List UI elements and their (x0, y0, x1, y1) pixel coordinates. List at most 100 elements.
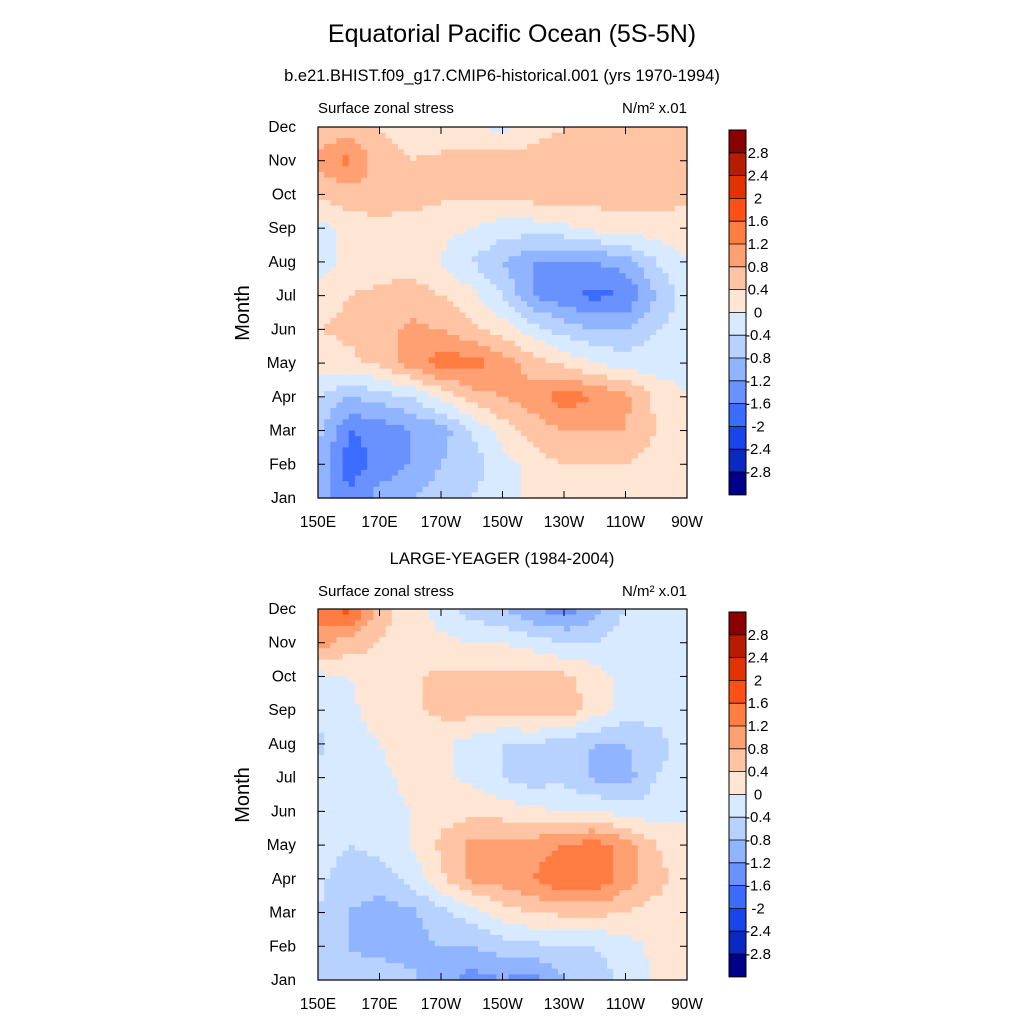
heatmap-cell (533, 228, 540, 235)
heatmap-cell (643, 205, 651, 212)
heatmap-cell (650, 216, 657, 224)
heatmap-cell (619, 216, 627, 224)
heatmap-cell (367, 346, 374, 353)
heatmap-cell (508, 171, 516, 179)
heatmap-cell (662, 642, 670, 649)
heatmap-cell (631, 670, 639, 678)
heatmap-cell (410, 609, 417, 616)
heatmap-cell (533, 653, 540, 661)
heatmap-cell (502, 351, 510, 359)
heatmap-cell (643, 127, 651, 134)
heatmap-cell (557, 391, 565, 398)
heatmap-cell (564, 216, 571, 224)
heatmap-cell (582, 239, 590, 246)
heatmap-cell (502, 250, 510, 257)
heatmap-cell (619, 295, 627, 302)
heatmap-cell (520, 481, 528, 488)
heatmap-cell (527, 351, 534, 359)
heatmap-cell (385, 458, 393, 465)
heatmap-cell (447, 625, 454, 633)
heatmap-cell (668, 312, 676, 319)
heatmap-cell (459, 216, 467, 224)
heatmap-cell (397, 475, 405, 482)
heatmap-cell (410, 391, 417, 398)
heatmap-cell (551, 149, 559, 156)
heatmap-cell (324, 318, 331, 325)
heatmap-cell (416, 306, 424, 314)
heatmap-cell (588, 670, 596, 678)
heatmap-cell (367, 396, 374, 404)
heatmap-cell (600, 665, 608, 672)
heatmap-cell (453, 188, 461, 196)
heatmap-cell (508, 458, 516, 465)
heatmap-cell (385, 233, 393, 241)
heatmap-cell (539, 475, 547, 482)
heatmap-cell (508, 402, 516, 409)
heatmap-cell (453, 183, 461, 190)
heatmap-cell (631, 306, 639, 314)
heatmap-cell (391, 419, 399, 426)
heatmap-cell (330, 436, 338, 443)
heatmap-cell (404, 379, 411, 387)
heatmap-cell (545, 329, 553, 336)
heatmap-cell (625, 447, 633, 454)
heatmap-cell (342, 413, 350, 420)
heatmap-cell (674, 306, 682, 314)
heatmap-cell (643, 334, 651, 342)
heatmap-cell (490, 631, 497, 638)
heatmap-cell (520, 228, 528, 235)
heatmap-cell (330, 413, 338, 420)
heatmap-cell (576, 200, 584, 207)
heatmap-cell (674, 284, 682, 291)
heatmap-cell (607, 312, 614, 319)
heatmap-cell (637, 211, 645, 218)
heatmap-cell (379, 620, 387, 627)
heatmap-cell (594, 486, 602, 493)
heatmap-cell (594, 620, 602, 627)
heatmap-cell (410, 194, 417, 201)
heatmap-cell (367, 250, 374, 257)
heatmap-cell (514, 312, 522, 319)
heatmap-cell (520, 261, 528, 269)
heatmap-cell (520, 453, 528, 460)
heatmap-cell (459, 323, 467, 330)
heatmap-cell (508, 188, 516, 196)
heatmap-cell (545, 194, 553, 201)
heatmap-cell (361, 419, 368, 426)
heatmap-cell (674, 188, 682, 196)
heatmap-cell (428, 256, 436, 263)
heatmap-cell (508, 155, 516, 162)
heatmap-cell (551, 256, 559, 263)
heatmap-cell (551, 160, 559, 167)
heatmap-cell (570, 290, 577, 297)
heatmap-cell (434, 625, 442, 633)
heatmap-cell (465, 323, 473, 330)
heatmap-cell (484, 436, 491, 443)
heatmap-cell (342, 171, 350, 179)
heatmap-cell (582, 424, 590, 432)
heatmap-cell (600, 340, 608, 347)
heatmap-cell (502, 430, 510, 437)
heatmap-cell (441, 363, 448, 370)
heatmap-cell (607, 408, 614, 415)
heatmap-cell (367, 475, 374, 482)
heatmap-cell (484, 453, 491, 460)
heatmap-cell (600, 614, 608, 621)
heatmap-cell (551, 430, 559, 437)
heatmap-cell (477, 402, 485, 409)
heatmap-cell (680, 132, 688, 139)
heatmap-cell (557, 670, 565, 678)
heatmap-cell (336, 430, 344, 437)
heatmap-cell (656, 228, 663, 235)
heatmap-cell (324, 284, 331, 291)
heatmap-cell (564, 486, 571, 493)
heatmap-cell (428, 132, 436, 139)
heatmap-cell (441, 160, 448, 167)
heatmap-cell (545, 648, 553, 655)
heatmap-cell (453, 166, 461, 173)
heatmap-cell (527, 659, 534, 666)
heatmap-cell (397, 211, 405, 218)
heatmap-cell (619, 143, 627, 151)
heatmap-cell (348, 160, 356, 167)
heatmap-cell (625, 481, 633, 488)
